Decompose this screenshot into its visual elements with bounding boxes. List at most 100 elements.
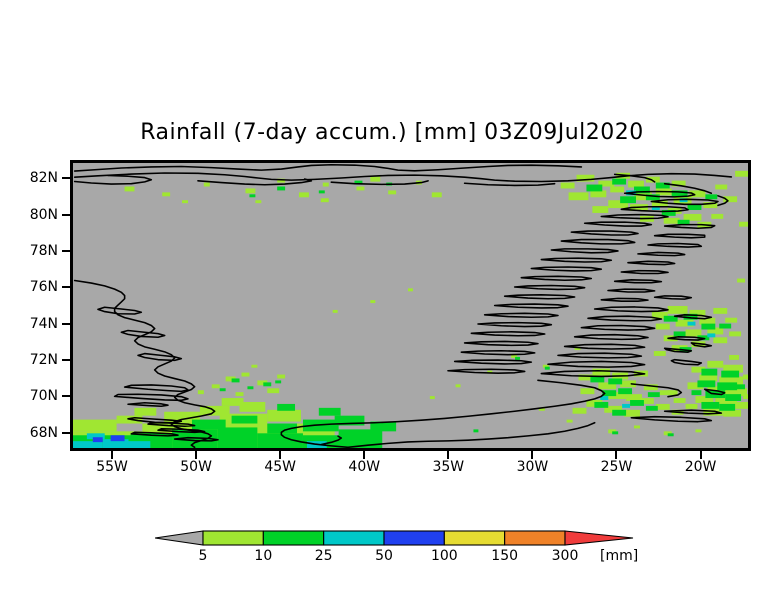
coastline-path: [717, 195, 729, 207]
rainfall-cell-5-10: [542, 364, 549, 368]
rainfall-cell-5-10: [431, 192, 442, 198]
coastline-path: [673, 314, 713, 320]
coastline-path: [493, 303, 569, 309]
rainfall-cell-5-10: [257, 380, 268, 386]
rainfall-cell-10-25: [334, 415, 365, 426]
x-tick-mark: [279, 451, 282, 459]
rainfall-cell-5-10: [320, 198, 329, 203]
coastline-path: [173, 436, 219, 442]
x-tick-mark: [615, 451, 618, 459]
rainfall-cell-5-10: [590, 190, 607, 198]
x-tick-label: 55W: [96, 459, 128, 475]
coastline-path: [157, 428, 206, 434]
colorbar-segment: [383, 530, 445, 546]
rainfall-cell-10-25: [338, 429, 383, 448]
rainfall-cell-10-25: [735, 384, 746, 390]
coastline-path: [563, 343, 646, 350]
coastline-path: [637, 251, 686, 257]
rainfall-cell-5-10: [251, 364, 258, 368]
x-tick-label: 50W: [180, 459, 212, 475]
colorbar-tick-label: 100: [430, 548, 458, 564]
rainfall-cell-5-10: [574, 347, 581, 351]
rainfall-cell-5-10: [267, 388, 280, 394]
rainfall-cell-5-10: [634, 192, 652, 201]
rainfall-cell-5-10: [408, 288, 413, 292]
x-tick-mark: [447, 451, 450, 459]
coastline-path: [623, 190, 696, 198]
rainfall-cell-5-10: [124, 186, 135, 192]
rainfall-cell-10-25: [671, 190, 688, 198]
rainfall-cell-10-25: [275, 380, 282, 384]
rainfall-cell-5-10: [645, 176, 660, 183]
coastline-path: [120, 329, 166, 339]
rainfall-cell-5-10: [572, 407, 587, 414]
rainfall-cell-10-25: [217, 427, 258, 448]
rainfall-cell-5-10: [725, 317, 738, 323]
rainfall-cell-5-10: [707, 360, 724, 368]
coastline-path: [197, 178, 313, 186]
coastline-path: [73, 163, 583, 172]
coastline-path: [630, 383, 683, 398]
rainfall-cell-10-25: [719, 403, 736, 411]
y-tick-mark: [62, 322, 70, 325]
rainfall-cell-5-10: [356, 186, 365, 191]
rainfall-cell-5-10: [675, 319, 694, 327]
rainfall-cell-5-10: [203, 182, 210, 187]
rainfall-cell-10-25: [630, 400, 644, 406]
coastline-path: [483, 312, 559, 319]
rainfall-cell-5-10: [578, 374, 593, 381]
rainfall-cell-10-25: [655, 182, 670, 189]
rainfall-cell-5-10: [586, 400, 603, 407]
y-tick-mark: [62, 213, 70, 216]
coastline-path: [123, 384, 189, 393]
rainfall-cell-5-10: [620, 380, 636, 388]
rainfall-cell-5-10: [673, 398, 686, 403]
rainfall-cell-5-10: [703, 202, 718, 209]
rainfall-cell-5-10: [277, 374, 286, 379]
coastline-path: [607, 288, 656, 293]
y-tick-label: 72N: [29, 352, 58, 369]
rainfall-cell-5-10: [715, 398, 738, 407]
x-tick-label: 45W: [264, 459, 297, 475]
rainfall-cell-5-10: [239, 401, 266, 412]
rainfall-cell-25-50: [679, 198, 688, 203]
rainfall-cell-5-10: [255, 200, 262, 204]
coastline-path: [690, 342, 713, 348]
coastline-path: [97, 306, 143, 315]
colorbar-units-label: [mm]: [600, 548, 639, 564]
rainfall-cell-25-50: [687, 321, 696, 326]
coastline-path: [540, 257, 613, 263]
x-tick-mark: [363, 451, 366, 459]
rainfall-cell-5-10: [689, 190, 706, 198]
rainfall-cell-5-10: [643, 384, 658, 391]
coastline-path: [557, 352, 643, 359]
coastline-path: [647, 242, 703, 248]
colorbar-tick-label: 50: [375, 548, 393, 564]
coastline-path: [513, 284, 586, 291]
colorbar-swatches: [155, 530, 634, 546]
rainfall-cell-10-25: [612, 409, 627, 416]
colorbar-segment: [155, 530, 204, 546]
rainfall-cell-5-10: [715, 184, 728, 190]
x-tick-mark: [111, 451, 114, 459]
rainfall-cell-5-10: [298, 192, 309, 198]
rainfall-cell-10-25: [586, 184, 603, 192]
rainfall-cell-10-25: [594, 401, 609, 408]
rainfall-cell-10-25: [620, 196, 636, 204]
rainfall-cell-10-25: [645, 194, 660, 201]
rainfall-cell-10-25: [683, 313, 698, 320]
rainfall-cell-10-25: [247, 386, 254, 390]
coastline-path: [580, 324, 656, 331]
rainfall-cell-5-10: [743, 374, 748, 380]
rainfall-cell-5-10: [699, 317, 716, 325]
rainfall-cell-5-10: [277, 178, 286, 183]
rainfall-cell-10-25: [249, 194, 256, 198]
rainfall-cell-10-25: [473, 429, 479, 433]
rainfall-cell-10-25: [645, 405, 658, 411]
coastline-path: [463, 340, 539, 347]
rainfall-cell-10-25: [263, 382, 272, 387]
rainfall-cell-5-10: [221, 398, 244, 406]
y-tick-mark: [62, 431, 70, 434]
rainfall-cell-25-50: [86, 433, 105, 440]
coastline-path: [447, 368, 526, 374]
